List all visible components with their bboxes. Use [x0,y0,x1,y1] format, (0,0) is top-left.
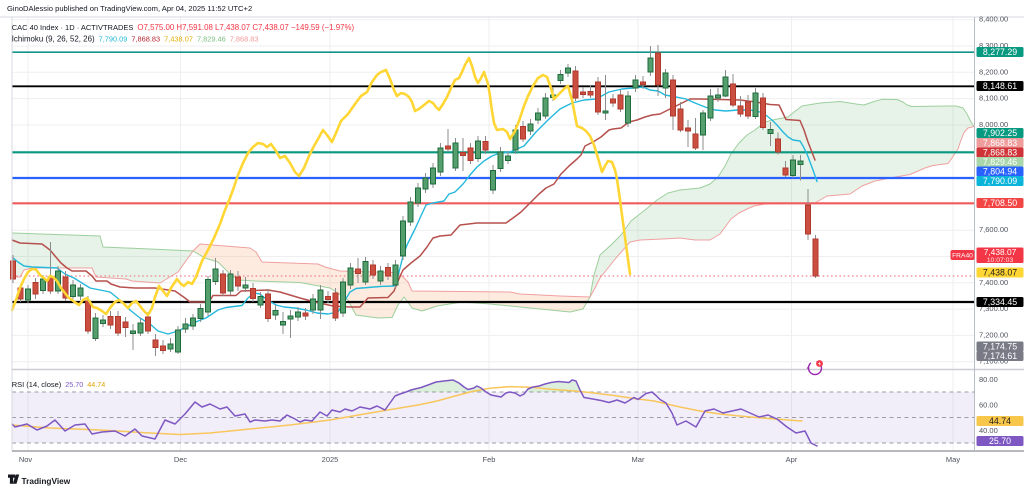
svg-text:7,868.83: 7,868.83 [983,138,1017,148]
svg-text:7,200.00: 7,200.00 [979,330,1008,339]
svg-text:7,829.46: 7,829.46 [983,157,1017,167]
svg-text:7,438.07: 7,438.07 [984,247,1017,257]
svg-text:8,000.00: 8,000.00 [979,120,1008,129]
svg-text:40.00: 40.00 [979,426,998,435]
svg-text:FRA40: FRA40 [952,253,973,260]
svg-text:Ichimoku (9, 26, 52, 26)7,790.: Ichimoku (9, 26, 52, 26) 7,790.09 7,868.83… [12,34,259,43]
svg-text:TradingView: TradingView [22,476,71,486]
svg-text:7,174.61: 7,174.61 [983,351,1017,361]
svg-text:8,400.00: 8,400.00 [979,15,1008,24]
svg-text:8,100.00: 8,100.00 [979,94,1008,103]
svg-text:Feb: Feb [483,455,496,464]
svg-text:7,174.75: 7,174.75 [983,342,1017,352]
svg-text:8,277.29: 8,277.29 [983,47,1017,57]
svg-text:Apr: Apr [786,455,798,464]
svg-text:Mar: Mar [632,455,645,464]
svg-text:7,902.25: 7,902.25 [983,128,1017,138]
svg-text:7,100.00: 7,100.00 [979,357,1008,366]
svg-text:7,438.07: 7,438.07 [983,268,1017,278]
svg-text:7,600.00: 7,600.00 [979,225,1008,234]
svg-text:7,300.00: 7,300.00 [979,304,1008,313]
svg-text:7,334.45: 7,334.45 [983,297,1017,307]
svg-text:7,804.94: 7,804.94 [983,167,1017,177]
svg-text:May: May [946,455,960,464]
svg-text:44.74: 44.74 [989,416,1011,426]
svg-text:8,300.00: 8,300.00 [979,41,1008,50]
svg-text:8,148.61: 8,148.61 [983,81,1017,91]
svg-text:Nov: Nov [19,455,33,464]
svg-text:7,868.83: 7,868.83 [983,148,1017,158]
svg-text:10:07:03: 10:07:03 [987,257,1014,264]
svg-text:7,400.00: 7,400.00 [979,278,1008,287]
svg-text:CAC 40 Index · 1D · ACTIVTRADE: CAC 40 Index · 1D · ACTIVTRADES O7,575.00… [12,23,355,32]
svg-text:80.00: 80.00 [979,375,998,384]
svg-text:2025: 2025 [322,455,339,464]
svg-text:8,200.00: 8,200.00 [979,67,1008,76]
svg-text:7,708.50: 7,708.50 [983,198,1017,208]
svg-text:7,790.09: 7,790.09 [983,176,1017,186]
svg-text:GinoDAlessio published on Trad: GinoDAlessio published on TradingView.co… [7,4,252,13]
svg-text:60.00: 60.00 [979,401,998,410]
svg-text:Dec: Dec [174,455,188,464]
svg-text:25.70: 25.70 [989,436,1011,446]
